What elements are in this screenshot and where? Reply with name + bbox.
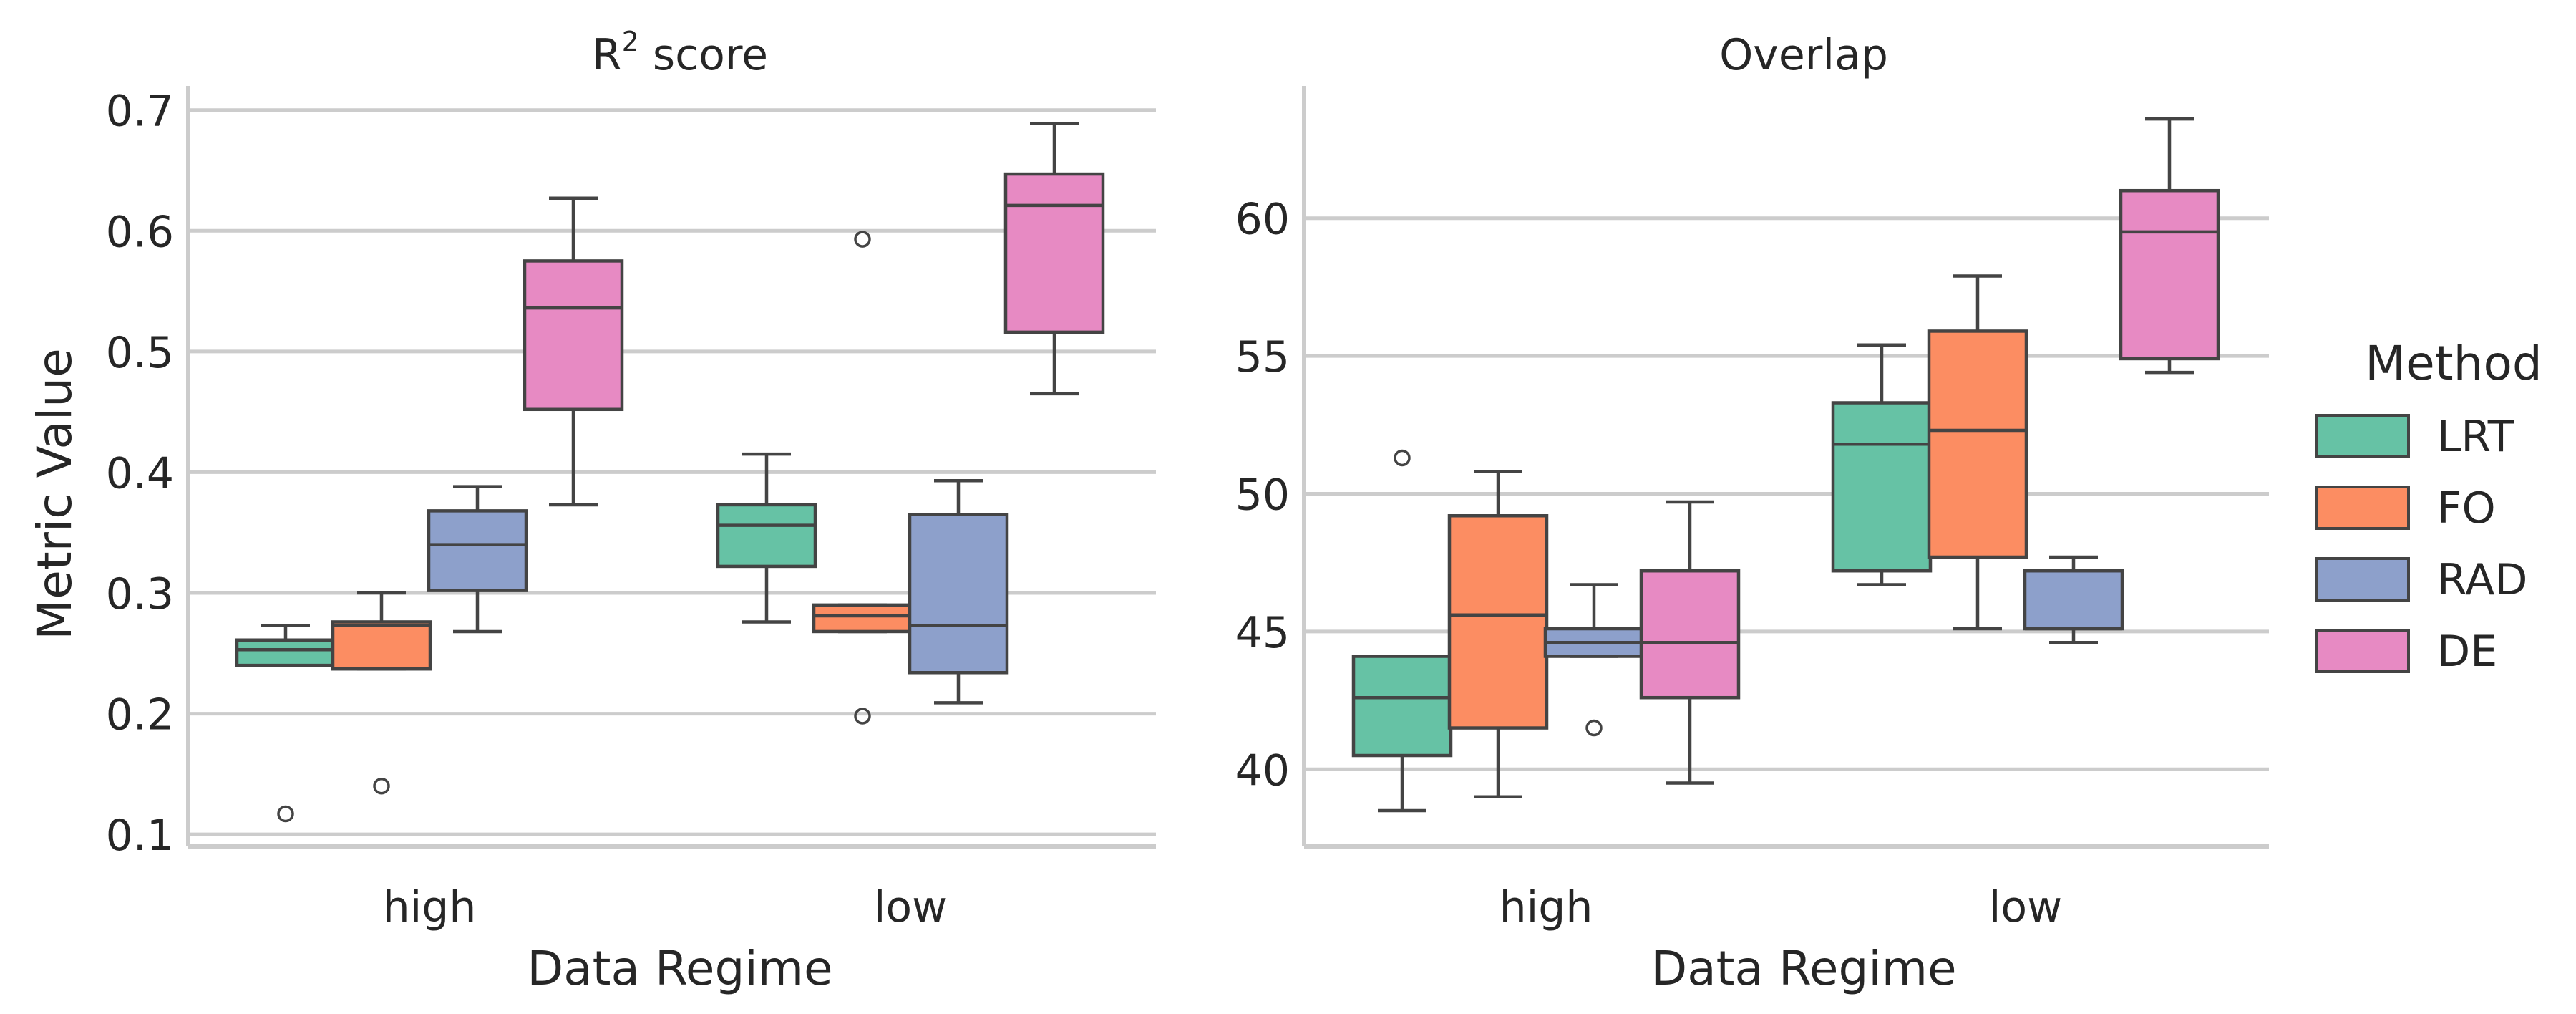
box-body xyxy=(2119,188,2220,361)
outlier-point xyxy=(1394,449,1411,467)
legend-entry-rad: RAD xyxy=(2315,555,2528,605)
overlap-y-tick-label: 50 xyxy=(1235,470,1290,520)
r2-y-tick-label: 0.5 xyxy=(106,328,174,378)
box-body xyxy=(331,620,432,671)
overlap-y-tick-label: 45 xyxy=(1235,608,1290,658)
r2-axes: 0.1 0.2 0.3 0.4 0.5 0.6 0.7 high low xyxy=(106,86,1156,932)
box-body xyxy=(716,503,817,569)
r2-box-fo-high xyxy=(331,591,432,795)
overlap-box-rad-low xyxy=(2023,555,2124,644)
overlap-box-lrt-high xyxy=(1351,449,1453,813)
r2-title-rest: score xyxy=(639,30,768,80)
overlap-x-tick-label-high: high xyxy=(1500,882,1593,932)
box-body xyxy=(812,603,913,634)
box-body xyxy=(1003,172,1105,334)
r2-box-lrt-high xyxy=(235,624,336,823)
overlap-x-tick-label-low: low xyxy=(1989,882,2062,932)
legend-entry-lrt: LRT xyxy=(2315,412,2514,462)
r2-y-tick-label: 0.3 xyxy=(106,569,174,619)
r2-title-superscript: 2 xyxy=(622,26,639,57)
box-body xyxy=(1351,655,1453,758)
overlap-y-tick-label: 40 xyxy=(1235,745,1290,796)
overlap-y-tick-label: 60 xyxy=(1235,195,1290,245)
overlap-y-tick-label: 55 xyxy=(1235,332,1290,382)
r2-x-axis-label: Data Regime xyxy=(527,941,832,996)
r2-x-tick-label-high: high xyxy=(383,882,477,932)
outlier-point xyxy=(277,805,294,823)
box-body xyxy=(1927,329,2028,559)
box-body xyxy=(1639,569,1741,700)
box-body xyxy=(523,259,624,412)
overlap-panel-title: Overlap xyxy=(1719,30,1888,80)
r2-y-tick-label: 0.4 xyxy=(106,448,174,498)
legend-label-fo: FO xyxy=(2437,483,2496,533)
legend-swatch-de xyxy=(2315,629,2410,673)
overlap-box-lrt-low xyxy=(1831,343,1933,586)
legend-entry-fo: FO xyxy=(2315,483,2496,533)
legend-swatch-lrt xyxy=(2315,414,2410,458)
legend-title: Method xyxy=(2365,336,2542,391)
outlier-point xyxy=(373,777,390,795)
overlap-panel: Overlap 40 45 50 55 60 high low Data Regime xyxy=(1235,30,2269,996)
r2-x-tick-label-low: low xyxy=(874,882,947,932)
r2-box-rad-low xyxy=(908,478,1009,705)
legend-items: LRT FO RAD DE xyxy=(2315,412,2528,677)
overlap-box-de-high xyxy=(1639,500,1741,785)
r2-box-rad-high xyxy=(427,485,528,634)
box-body xyxy=(1831,401,1933,573)
r2-boxes xyxy=(235,122,1105,823)
r2-box-de-high xyxy=(523,196,624,507)
r2-y-tick-label: 0.2 xyxy=(106,690,174,740)
box-body xyxy=(2023,569,2124,631)
y-axis-label: Metric Value xyxy=(27,348,82,639)
r2-panel-title: R2 score xyxy=(592,26,768,80)
outlier-point xyxy=(1585,719,1603,737)
legend: Method LRT FO RAD DE xyxy=(2315,336,2542,677)
legend-swatch-fo xyxy=(2315,486,2410,530)
r2-y-tick-label: 0.7 xyxy=(106,87,174,137)
outlier-point xyxy=(854,231,871,248)
overlap-box-fo-high xyxy=(1447,470,1549,798)
box-body xyxy=(908,513,1009,675)
r2-box-fo-low xyxy=(812,231,913,725)
legend-label-rad: RAD xyxy=(2437,555,2528,605)
legend-label-lrt: LRT xyxy=(2437,412,2514,462)
box-body xyxy=(1447,514,1549,730)
overlap-title-base: Overlap xyxy=(1719,30,1888,80)
r2-title-base: R xyxy=(592,30,622,80)
r2-y-tick-label: 0.1 xyxy=(106,811,174,861)
legend-entry-de: DE xyxy=(2315,627,2497,677)
overlap-grid xyxy=(1304,216,2269,771)
outlier-point xyxy=(854,708,871,725)
overlap-axes: 40 45 50 55 60 high low xyxy=(1235,86,2269,932)
r2-box-de-low xyxy=(1003,122,1105,396)
legend-label-de: DE xyxy=(2437,627,2497,677)
box-body xyxy=(235,638,336,667)
overlap-box-fo-low xyxy=(1927,274,2028,631)
r2-y-tick-label: 0.6 xyxy=(106,207,174,257)
overlap-box-de-low xyxy=(2119,117,2220,375)
r2-box-lrt-low xyxy=(716,452,817,624)
overlap-x-axis-label: Data Regime xyxy=(1651,941,1956,996)
legend-swatch-rad xyxy=(2315,557,2410,602)
overlap-boxes xyxy=(1351,117,2220,813)
r2-score-panel: R2 score 0.1 0.2 0.3 0.4 0.5 0.6 0.7 high low Me… xyxy=(27,26,1156,996)
box-body xyxy=(427,509,528,592)
